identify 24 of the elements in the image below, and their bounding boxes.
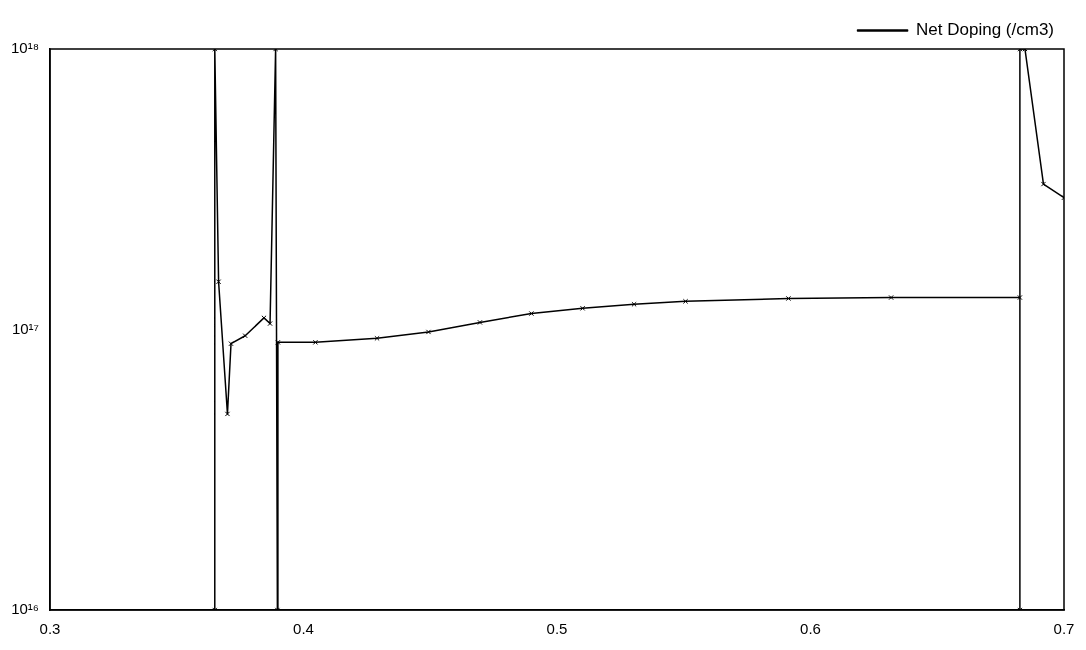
- point: [1040, 181, 1047, 187]
- point: [682, 298, 689, 304]
- x-tick-label: 0.7: [1053, 620, 1075, 638]
- point: [528, 310, 535, 317]
- x-tick-label: 0.5: [546, 620, 568, 638]
- x-tick-label: 0.3: [39, 620, 61, 638]
- point: [888, 294, 894, 301]
- point: [312, 339, 319, 345]
- point: [374, 335, 380, 341]
- y-tick-label: 10¹⁸: [10, 39, 40, 57]
- x-tick-label: 0.4: [293, 620, 314, 638]
- point: [215, 279, 222, 285]
- point: [579, 305, 586, 311]
- point: [477, 319, 483, 326]
- point: [267, 320, 273, 327]
- x-tick-label: 0.6: [800, 620, 821, 638]
- point: [631, 301, 637, 307]
- point: [228, 341, 234, 347]
- legend-label: Net Doping (/cm3): [916, 20, 1054, 40]
- point: [1017, 294, 1023, 301]
- point: [224, 411, 231, 417]
- y-tick-label: 10¹⁷: [11, 319, 40, 337]
- point: [425, 329, 432, 335]
- y-tick-label: 10¹⁶: [11, 600, 40, 618]
